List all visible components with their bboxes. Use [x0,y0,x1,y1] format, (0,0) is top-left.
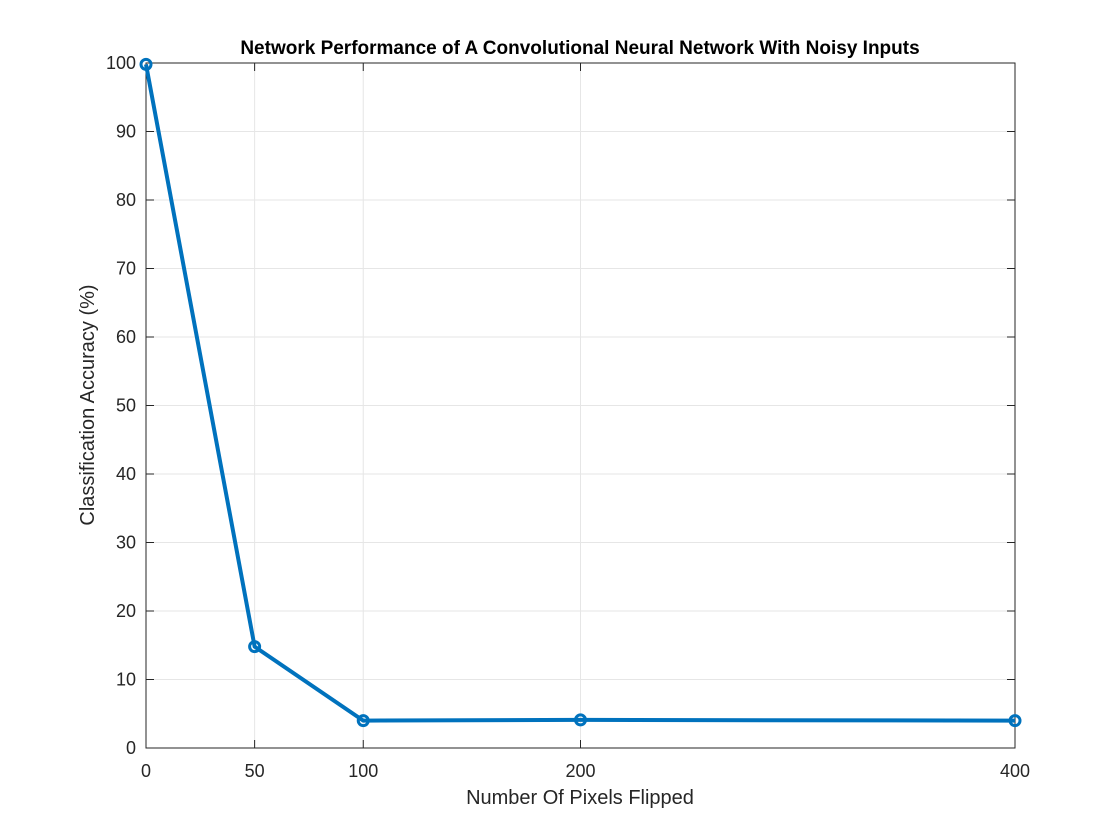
axis-ticks: 0 50 100 200 400 0 10 20 30 40 50 60 70 80 90 100 [106,53,1030,781]
series-layer [139,57,1022,728]
data-point-marker [139,57,153,71]
x-tick-label: 400 [1000,761,1030,781]
data-point-marker [1008,714,1022,728]
y-tick-label: 30 [116,533,136,553]
y-tick-label: 20 [116,601,136,621]
chart-title: Network Performance of A Convolutional N… [240,38,919,59]
y-tick-label: 100 [106,53,136,73]
y-tick-label: 50 [116,396,136,416]
y-tick-label: 90 [116,122,136,142]
y-tick-label: 40 [116,464,136,484]
data-point-marker [248,640,262,654]
series-line [144,64,1016,723]
y-tick-label: 80 [116,190,136,210]
y-tick-label: 0 [126,738,136,758]
y-tick-label: 70 [116,259,136,279]
data-point-marker [356,714,370,728]
y-tick-label: 10 [116,670,136,690]
x-tick-label: 100 [348,761,378,781]
x-axis-label: Number Of Pixels Flipped [466,787,694,809]
data-point-marker [574,713,587,727]
y-tick-label: 60 [116,327,136,347]
x-tick-label: 50 [245,761,265,781]
y-axis-label: Classification Accuracy (%) [77,284,99,525]
x-tick-label: 0 [141,761,151,781]
x-tick-label: 200 [565,761,595,781]
